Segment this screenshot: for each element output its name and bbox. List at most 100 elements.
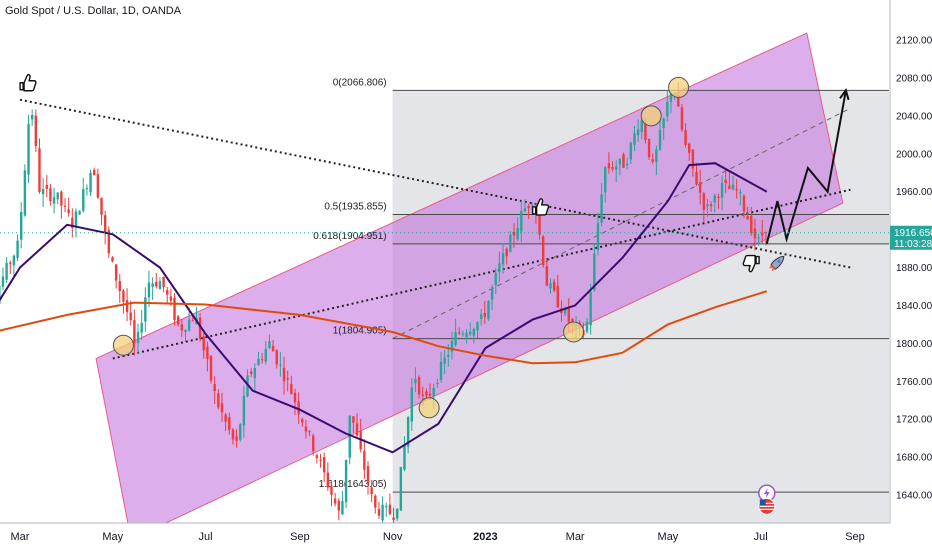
x-tick-label: Sep [290,531,310,543]
last-price-label: 1916.650 [894,228,932,239]
candle-body [330,486,333,495]
candle-body [107,230,111,254]
candle-body [206,346,209,359]
candle-body [268,341,271,348]
candle-body [23,170,27,216]
x-tick-label: 2023 [473,531,497,543]
candle-body [479,314,483,319]
candle-body [666,102,669,117]
candle-body [122,290,125,302]
y-tick-label: 1880.000 [896,263,932,274]
candle-body [669,92,673,102]
candle-body [684,130,687,146]
candle-body [728,185,731,190]
y-tick-label: 2080.000 [896,73,932,84]
candle-body [286,378,289,380]
candle-body [567,308,570,322]
candle-body [89,172,92,193]
candle-body [293,392,297,403]
candle-body [78,211,81,215]
candle-body [34,115,38,147]
fib-level-label: 1(1804.905) [333,326,387,337]
swing-circle-marker [668,76,690,98]
rocket-window [777,259,781,263]
candle-body [625,163,629,166]
candle-body [585,321,589,332]
fib-level-label: 0(2066.806) [333,77,387,88]
candle-body [319,459,322,461]
candle-body [133,320,136,344]
candle-body [556,285,560,308]
y-tick-label: 1640.000 [896,491,932,502]
candle-body [552,281,556,291]
candle-body [538,211,541,235]
candle-body [425,391,428,396]
candle-body [198,317,202,339]
y-tick-label: 1760.000 [896,377,932,388]
candle-body [144,297,147,322]
candle-body [388,504,392,515]
candle-body [472,328,476,336]
candle-body [279,364,282,366]
candle-body [753,228,757,239]
candle-body [476,322,479,331]
candle-body [720,182,724,198]
candle-body [636,129,640,136]
lightning-bolt [763,488,770,499]
swing-circle-marker [640,105,662,127]
candle-body [731,184,735,190]
candle-body [239,424,242,440]
candle-body [12,255,16,266]
candle-body [644,122,647,141]
candle-body [403,444,406,470]
thumbs-up-icon [531,198,550,216]
candle-body [82,189,85,211]
candle-body [74,211,78,227]
candle-body [228,417,231,431]
candle-body [589,292,592,326]
candle-body [658,130,662,150]
candle-body [458,332,461,334]
candle-body [297,401,300,415]
candle-body [735,189,738,191]
candle-body [600,194,603,223]
candle-body [93,169,96,176]
candle-body [757,237,760,239]
candle-body [67,209,70,214]
candle-body [615,166,618,170]
candle-body [432,387,435,397]
candle-body [607,163,611,169]
candle-body [523,208,527,212]
candle-body [202,336,205,351]
candle-body [341,501,344,515]
candle-body [333,498,337,504]
thumbs-up-icon-shape [19,73,37,92]
candle-body [410,387,413,422]
swing-circle-marker [112,334,134,356]
candle-body [304,426,308,432]
candle-body [180,324,184,331]
candle-body [385,505,388,508]
candle-body [60,191,63,206]
candle-body [337,500,340,511]
candle-body [103,215,107,233]
x-tick-label: May [102,531,123,543]
candle-body [348,415,351,458]
lightning-icon [758,484,776,502]
candle-body [1,276,5,287]
candle-body [542,236,545,266]
candle-body [706,203,709,207]
candle-body [155,281,158,287]
candles [0,82,768,523]
candle-body [151,283,154,287]
candle-body [162,276,165,288]
x-tick-label: May [658,531,679,543]
candle-body [27,123,30,175]
swing-circle-marker [563,321,585,343]
ma-slow-line [0,290,768,365]
candle-body [184,329,187,333]
candle-body [447,354,450,357]
y-tick-label: 2040.000 [896,111,932,122]
